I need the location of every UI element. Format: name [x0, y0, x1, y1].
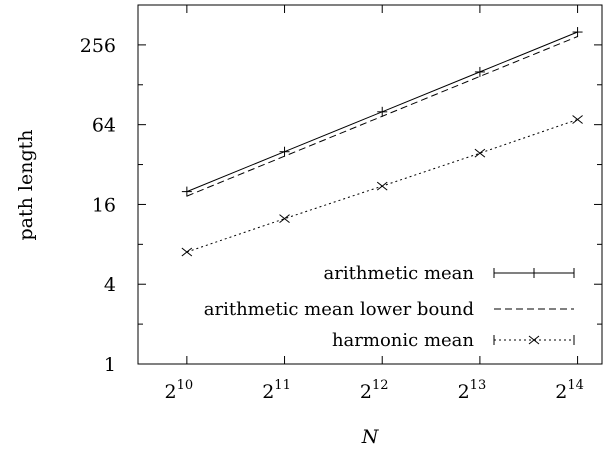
legend-label: harmonic mean: [332, 330, 474, 351]
x-tick-label: 212: [360, 378, 389, 403]
y-axis-title: path length: [15, 130, 37, 241]
legend: arithmetic mean arithmetic mean lower bou…: [204, 263, 575, 351]
x-tick-label: 213: [458, 378, 487, 403]
cross-marker: [474, 148, 486, 158]
series-layer: [181, 27, 583, 257]
x-axis: 210 211 212 213 214: [165, 5, 584, 403]
plot-frame: [137, 4, 603, 365]
y-tick-label: 16: [92, 194, 116, 216]
cross-marker: [279, 214, 290, 224]
y-tick-label: 4: [104, 274, 116, 296]
x-axis-title: N: [361, 426, 380, 448]
x-tick-label: 210: [165, 378, 194, 403]
series-1: [186, 36, 578, 197]
y-axis: 1 4 16 64 256: [80, 35, 602, 376]
legend-label: arithmetic mean lower bound: [204, 299, 474, 320]
cross-marker: [572, 115, 583, 124]
legend-label: arithmetic mean: [324, 263, 475, 284]
x-tick-label: 214: [555, 378, 584, 403]
y-tick-label: 256: [80, 35, 116, 57]
series-0: [181, 27, 583, 197]
series-line: [186, 36, 578, 197]
cross-marker: [181, 247, 193, 257]
series-2: [181, 115, 583, 257]
y-tick-label: 1: [104, 354, 116, 376]
cross-marker: [528, 335, 540, 345]
y-tick-label: 64: [92, 115, 116, 137]
cross-marker: [376, 181, 388, 191]
x-tick-label: 211: [262, 378, 291, 403]
